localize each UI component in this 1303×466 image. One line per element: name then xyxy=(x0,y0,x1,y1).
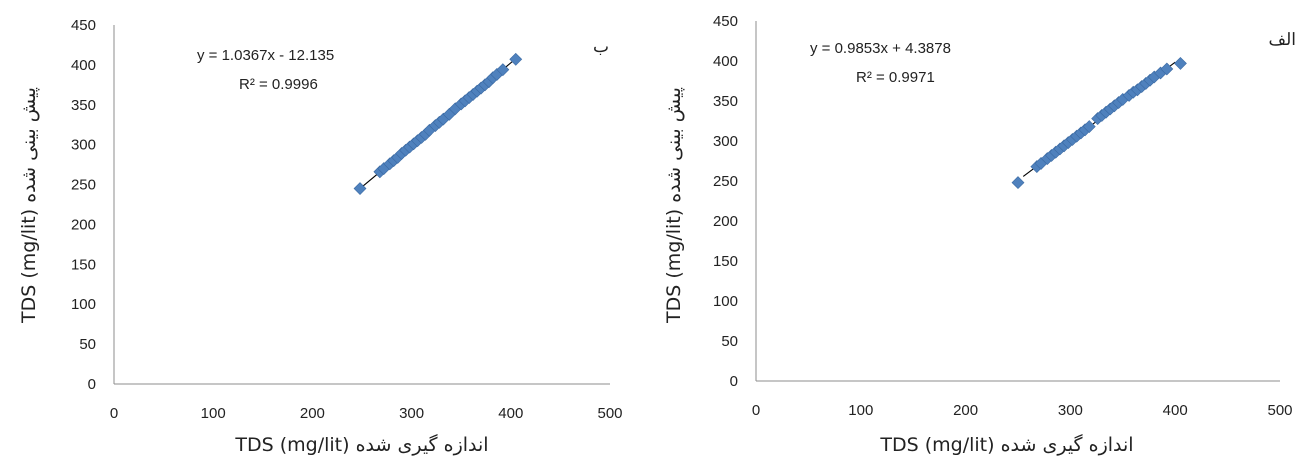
panel-alef-data-point xyxy=(1011,176,1025,190)
panel-b: 0 50 100 150 200 250 300 350 400 450 0 100 200 300 40… xyxy=(18,17,623,456)
panel-b-x-tick-label: 200 xyxy=(300,405,325,422)
panel-alef-x-tick-label: 200 xyxy=(953,402,978,419)
panel-b-points xyxy=(353,52,523,195)
panel-alef-x-tick-label: 500 xyxy=(1267,402,1292,419)
panel-b-y-tick-label: 100 xyxy=(71,296,96,313)
panel-b-x-tick-label: 300 xyxy=(399,405,424,422)
panel-alef-y-tick-label: 300 xyxy=(713,133,738,150)
panel-b-y-label: پیش بینی شده TDS (mg/lit) xyxy=(18,87,40,324)
panel-b-r2: R² = 0.9996 xyxy=(239,76,318,93)
panel-b-label: ب xyxy=(593,37,609,57)
panel-alef-y-tick-label: 450 xyxy=(713,13,738,30)
panel-alef-points xyxy=(1011,56,1187,190)
panel-alef-label: الف xyxy=(1268,30,1296,50)
panel-alef-y-tick-label: 350 xyxy=(713,93,738,110)
panel-b-y-tick-label: 350 xyxy=(71,97,96,114)
panel-b-y-tick-label: 0 xyxy=(88,376,96,393)
panel-alef-x-label: اندازه گیری شده TDS (mg/lit) xyxy=(879,433,1133,456)
panel-b-y-tick-label: 400 xyxy=(71,57,96,74)
panel-alef-x-tick-label: 400 xyxy=(1163,402,1188,419)
panel-b-y-ticks: 0 50 100 150 200 250 300 350 400 450 xyxy=(71,17,96,393)
panel-b-y-tick-label: 50 xyxy=(79,336,96,353)
panel-alef-x-tick-label: 100 xyxy=(848,402,873,419)
panel-alef-y-tick-label: 400 xyxy=(713,53,738,70)
panel-alef-y-tick-label: 50 xyxy=(721,333,738,350)
panel-b-y-tick-label: 450 xyxy=(71,17,96,34)
panel-alef-data-point xyxy=(1174,56,1187,70)
panel-b-x-tick-label: 400 xyxy=(498,405,523,422)
panel-alef-y-label: پیش بینی شده TDS (mg/lit) xyxy=(663,87,685,324)
panel-b-x-tick-label: 500 xyxy=(597,405,622,422)
panel-b-equation: y = 1.0367x - 12.135 xyxy=(197,47,334,64)
panel-alef-equation: y = 0.9853x + 4.3878 xyxy=(810,40,951,57)
panel-alef-data-point xyxy=(1160,62,1174,76)
panel-alef-x-tick-label: 300 xyxy=(1058,402,1083,419)
panel-alef-x-tick-label: 0 xyxy=(752,402,760,419)
panel-b-y-tick-label: 150 xyxy=(71,256,96,273)
panel-b-x-ticks: 0 100 200 300 400 500 xyxy=(110,405,623,422)
panel-b-x-label: اندازه گیری شده TDS (mg/lit) xyxy=(234,433,488,456)
panel-alef-y-ticks: 0 50 100 150 200 250 300 350 400 450 xyxy=(713,13,738,390)
panel-b-data-point xyxy=(353,182,367,195)
panel-b-data-point xyxy=(509,52,523,66)
panel-alef-y-tick-label: 0 xyxy=(730,373,738,390)
panel-alef-y-tick-label: 250 xyxy=(713,173,738,190)
panel-alef-r2: R² = 0.9971 xyxy=(856,69,935,86)
panel-b-y-tick-label: 200 xyxy=(71,216,96,233)
panel-alef-y-tick-label: 150 xyxy=(713,253,738,270)
panel-alef-y-tick-label: 200 xyxy=(713,213,738,230)
panel-b-x-tick-label: 0 xyxy=(110,405,118,422)
panel-b-y-tick-label: 250 xyxy=(71,177,96,194)
panel-alef: 0 50 100 150 200 250 300 350 400 450 0 100 200 300 40… xyxy=(663,13,1296,456)
panel-alef-x-ticks: 0 100 200 300 400 500 xyxy=(752,402,1293,419)
panel-b-x-tick-label: 100 xyxy=(201,405,226,422)
panel-b-y-tick-label: 300 xyxy=(71,137,96,154)
panel-alef-data-point xyxy=(1082,120,1096,134)
panel-b-data-point xyxy=(496,63,510,77)
panel-alef-y-tick-label: 100 xyxy=(713,293,738,310)
